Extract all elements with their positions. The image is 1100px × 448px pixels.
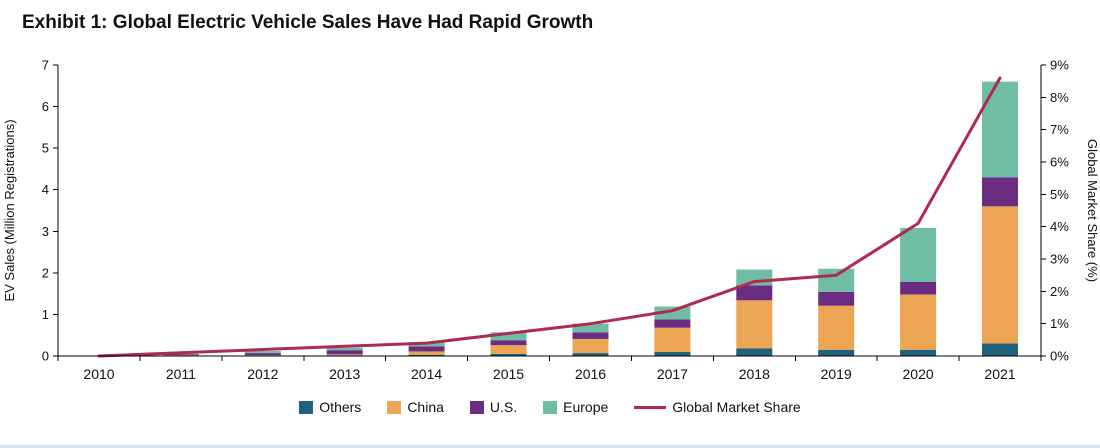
bar-segment-europe-2016 [572, 323, 609, 333]
x-tick-label: 2016 [575, 366, 606, 382]
legend-item-europe: Europe [543, 399, 608, 415]
x-tick-label: 2012 [247, 366, 278, 382]
bar-segment-us-2012 [244, 353, 281, 356]
y-left-tick-label: 1 [42, 307, 49, 322]
bar-segment-china-2011 [162, 355, 199, 356]
bar-segment-us-2014 [408, 346, 445, 352]
legend-swatch [387, 400, 402, 414]
market-share-line [97, 76, 1002, 358]
y-left-tick-label: 6 [42, 99, 49, 114]
x-tick-label: 2015 [493, 366, 524, 382]
legend-line-swatch [634, 405, 667, 409]
y-right-tick-label: 2% [1050, 284, 1069, 299]
y-right-tick-label: 0% [1050, 349, 1069, 364]
bar-segment-china-2021 [982, 206, 1018, 344]
bar-segment-us-2013 [326, 350, 363, 355]
y-right-tick-label: 5% [1050, 187, 1069, 202]
bar-segment-us-2018 [736, 285, 773, 301]
bar-segment-others-2015 [490, 353, 527, 356]
y-left-tick-label: 0 [42, 349, 49, 364]
axes: 0 1 2 3 4 5 6 7 0% 1% 2% 3% 4% 5% 6% 7% 8% 9% 2010 2011 2012… [2, 58, 1100, 383]
legend-label: Europe [563, 399, 609, 415]
bar-segment-us-2016 [572, 332, 609, 339]
x-tick-label: 2011 [166, 366, 196, 382]
legend-swatch [299, 400, 314, 414]
legend-item-globalmarketshare: Global Market Share [634, 399, 801, 415]
bar-segment-china-2019 [818, 305, 855, 350]
legend-label: China [407, 399, 444, 415]
y-left-tick-label: 2 [42, 265, 49, 280]
bar-segment-others-2021 [982, 343, 1018, 356]
bar-segment-others-2020 [900, 349, 937, 356]
bar-segment-europe-2015 [490, 332, 527, 341]
legend-item-us: U.S. [469, 399, 518, 415]
bar-segment-china-2012 [244, 355, 281, 356]
legend-label: U.S. [489, 399, 518, 415]
y-right-tick-label: 6% [1050, 155, 1069, 170]
bar-segment-us-2019 [818, 291, 855, 306]
bar-segment-us-2020 [900, 282, 937, 295]
chart-title: Exhibit 1: Global Electric Vehicle Sales… [22, 12, 594, 33]
bar-segment-us-2011 [162, 354, 199, 356]
bar-segment-europe-2020 [900, 227, 937, 282]
bar-segment-europe-2019 [818, 268, 855, 292]
y-left-tick-label: 5 [42, 141, 49, 156]
x-tick-label: 2020 [903, 366, 934, 382]
bottom-divider [0, 445, 1100, 448]
y-right-tick-label: 1% [1050, 316, 1069, 331]
bar-segment-china-2013 [326, 354, 363, 356]
bar-segment-china-2018 [736, 300, 773, 349]
y-right-tick-label: 7% [1050, 122, 1069, 137]
y-right-tick-label: 4% [1050, 219, 1069, 234]
bar-segment-us-2021 [982, 177, 1018, 207]
legend-item-others: Others [299, 399, 361, 415]
y-left-tick-label: 3 [42, 224, 49, 239]
bar-segment-others-2017 [654, 351, 691, 356]
legend-swatch [543, 400, 558, 414]
x-tick-label: 2017 [657, 366, 688, 382]
legend-swatch [469, 400, 484, 414]
bar-segment-europe-2017 [654, 306, 691, 320]
bar-segment-others-2019 [818, 349, 855, 356]
bar-segment-us-2015 [490, 340, 527, 346]
legend-label: Others [319, 399, 362, 415]
bar-segment-others-2014 [408, 354, 445, 356]
x-tick-label: 2018 [739, 366, 770, 382]
bar-segment-europe-2013 [326, 347, 363, 351]
bar-segment-china-2020 [900, 294, 937, 350]
y-right-tick-label: 3% [1050, 252, 1069, 267]
x-tick-label: 2021 [984, 366, 1015, 382]
bar-segment-us-2017 [654, 319, 691, 328]
x-tick-label: 2013 [329, 366, 360, 382]
x-tick-label: 2019 [821, 366, 852, 382]
ev-sales-chart: 0 1 2 3 4 5 6 7 0% 1% 2% 3% 4% 5% 6% 7% 8% 9% 2010 2011 2012… [2, 58, 1100, 383]
bar-segment-china-2015 [490, 345, 527, 354]
bar-segment-others-2018 [736, 348, 773, 356]
y-right-tick-label: 8% [1050, 90, 1069, 105]
bar-segment-china-2014 [408, 351, 445, 355]
legend: Others China U.S. Europe Global Market Share [0, 399, 1100, 415]
y-right-tick-label: 9% [1050, 58, 1069, 73]
legend-item-china: China [387, 399, 444, 415]
bar-segment-europe-2021 [982, 81, 1018, 178]
bar-segment-others-2016 [572, 353, 609, 356]
bars [81, 81, 1018, 357]
x-tick-label: 2014 [411, 366, 442, 382]
legend-label: Global Market Share [672, 399, 801, 415]
y-left-tick-label: 7 [42, 58, 49, 73]
right-axis-title: Global Market Share (%) [1085, 139, 1100, 282]
x-tick-label: 2010 [83, 366, 114, 382]
bar-segment-china-2017 [654, 327, 691, 352]
bar-segment-china-2016 [572, 338, 609, 354]
y-left-tick-label: 4 [42, 182, 49, 197]
bar-segment-europe-2012 [244, 351, 281, 354]
left-axis-title: EV Sales (Million Registrations) [2, 119, 17, 301]
